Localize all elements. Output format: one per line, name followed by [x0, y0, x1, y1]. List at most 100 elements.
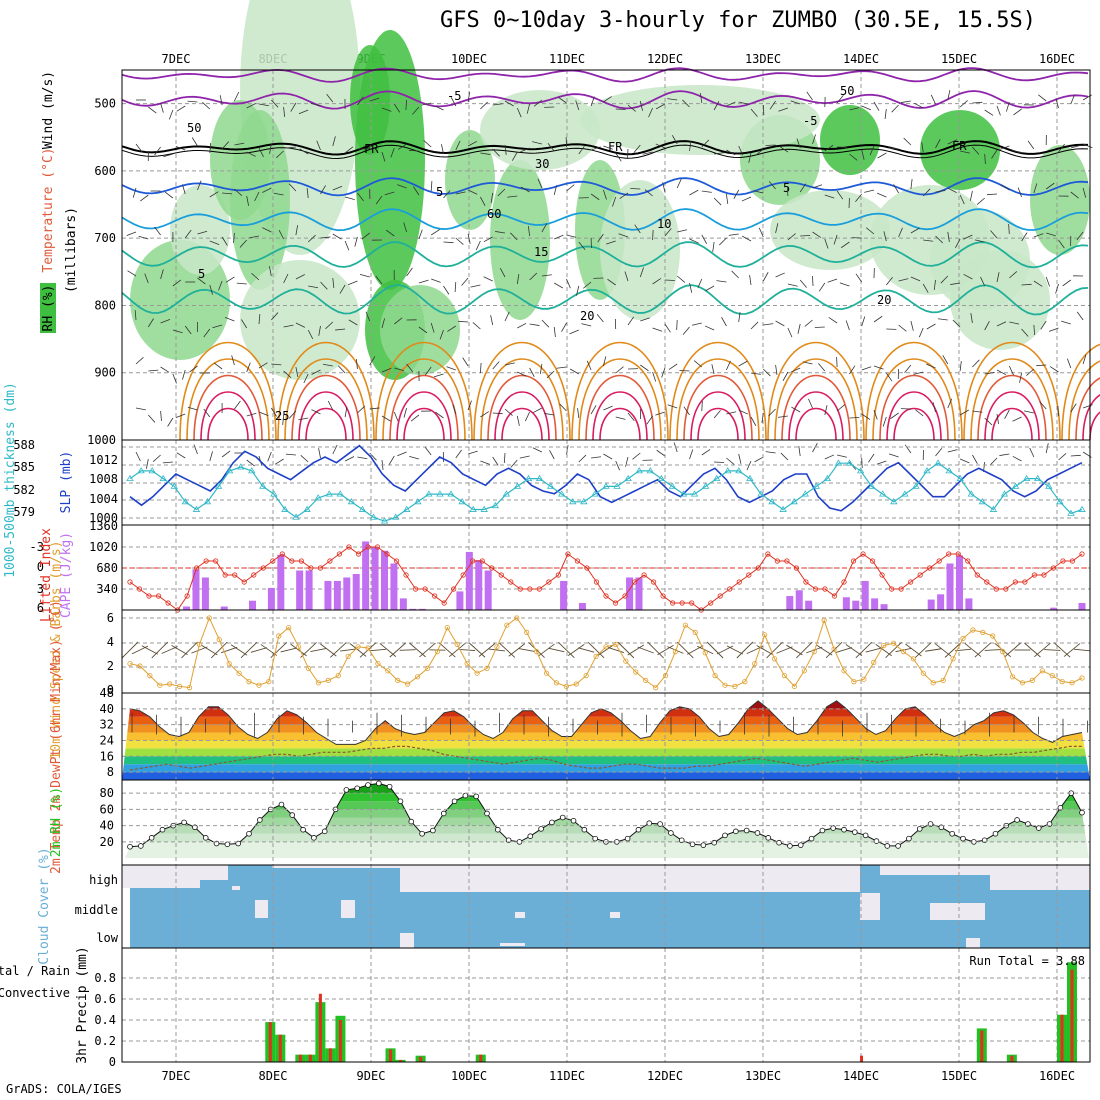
wind-barb-10m: [409, 642, 426, 658]
temp-contour-warm: [1089, 411, 1100, 441]
wind-barb: [984, 320, 990, 331]
wind-barb: [578, 454, 587, 463]
wind-barb: [728, 233, 739, 236]
wind-barb: [798, 446, 801, 457]
rh-marker: [635, 826, 642, 833]
x-tick-label-bottom: 9DEC: [357, 1069, 386, 1083]
wind-barb: [1008, 223, 1010, 235]
wind-speed-marker: [692, 629, 698, 636]
wind-barb-10m: [607, 646, 625, 654]
lifted-index-marker: [888, 586, 895, 592]
rh-marker: [960, 835, 966, 842]
wind-barb: [625, 456, 629, 467]
lifted-index-marker: [946, 551, 952, 557]
wind-barb: [765, 144, 776, 146]
lifted-index-marker: [536, 586, 542, 592]
wind-barb: [812, 184, 823, 189]
wind-speed-marker: [1000, 648, 1006, 655]
thickness-marker: [126, 474, 134, 482]
rh-marker: [138, 843, 144, 849]
wind-barb: [365, 311, 371, 322]
wind-barb: [517, 371, 527, 377]
wind-barb: [288, 183, 297, 192]
lifted-index-marker: [955, 551, 961, 557]
wind-barb: [332, 444, 338, 455]
wind-barb: [824, 454, 835, 460]
wind-barb: [520, 186, 530, 193]
wind-barb: [418, 279, 429, 284]
wind-barb: [972, 146, 980, 155]
wind-barb: [516, 107, 522, 118]
wind-barb: [837, 454, 847, 458]
wind-barb: [935, 235, 943, 244]
thickness-marker: [569, 498, 577, 505]
wind-barb: [679, 370, 690, 372]
wind-barb: [135, 143, 143, 153]
wind-speed-marker: [960, 635, 966, 642]
wind-barb: [731, 270, 739, 279]
temp-band: [122, 764, 1090, 773]
wind-speed-marker: [1049, 672, 1055, 679]
wind-barb: [791, 406, 801, 413]
temp-contour-warm: [375, 341, 473, 441]
wind-barb: [603, 96, 612, 103]
wind-barb: [655, 103, 666, 110]
y-axis-label-cape: CAPE (J/kg): [59, 532, 74, 618]
wind-speed-marker: [871, 659, 877, 666]
rh-marker: [1079, 809, 1085, 816]
wind-barb: [615, 416, 626, 420]
temp-contour-warm: [592, 391, 648, 441]
thickness-marker: [746, 474, 754, 482]
wind-barb: [818, 363, 826, 372]
wind-barb: [910, 320, 914, 331]
wind-barb: [424, 446, 432, 456]
wind-barb: [668, 363, 678, 370]
cloud-cover-gap: [255, 900, 268, 918]
wind-barb: [947, 398, 953, 409]
wind-barb: [258, 411, 269, 416]
wind-barb: [1012, 455, 1022, 462]
lifted-index-marker: [241, 579, 247, 585]
wind-barb-10m: [845, 644, 863, 656]
wind-speed-marker: [266, 678, 272, 685]
wind-barb: [763, 368, 771, 377]
temp-contour-warm: [963, 341, 1061, 441]
wind-barb: [790, 100, 801, 105]
wind-barb: [713, 197, 722, 206]
thickness-marker: [779, 505, 787, 512]
thickness-marker: [978, 498, 987, 505]
wind-speed-marker: [246, 678, 252, 685]
wind-barb: [683, 406, 690, 416]
legend-convective: Convective: [0, 986, 70, 1000]
lifted-index-marker: [850, 558, 857, 564]
wind-barb: [423, 140, 432, 148]
wind-barb: [947, 231, 950, 242]
wind-barb: [553, 185, 558, 196]
wind-speed-marker: [573, 681, 579, 687]
lifted-index-marker: [489, 565, 495, 571]
thickness-marker: [989, 505, 998, 512]
y-tick-temp: 40: [100, 702, 114, 716]
rh-band: [122, 801, 1090, 810]
rh-marker: [1014, 817, 1020, 823]
wind-barb: [332, 136, 336, 147]
x-tick-label-bottom: 16DEC: [1039, 1069, 1075, 1083]
wind-speed-marker: [504, 622, 510, 628]
cape-bar: [1078, 603, 1086, 610]
wind-barb: [1026, 368, 1035, 376]
rh-marker: [581, 826, 588, 833]
lifted-index-marker: [460, 572, 466, 578]
wind-barb: [804, 319, 813, 327]
wind-barb: [797, 323, 801, 334]
thickness-marker: [436, 490, 444, 497]
wind-barb: [775, 320, 785, 327]
wind-barb: [836, 356, 838, 368]
wind-barb-10m: [687, 645, 704, 655]
wind-barb: [639, 267, 644, 278]
cloud-cover-gap: [966, 938, 980, 948]
wind-barb: [607, 278, 616, 286]
temp-contour-warm: [879, 374, 949, 441]
wind-barb: [935, 447, 943, 457]
wind-barb-10m: [944, 642, 962, 658]
wind-barb: [418, 229, 423, 240]
